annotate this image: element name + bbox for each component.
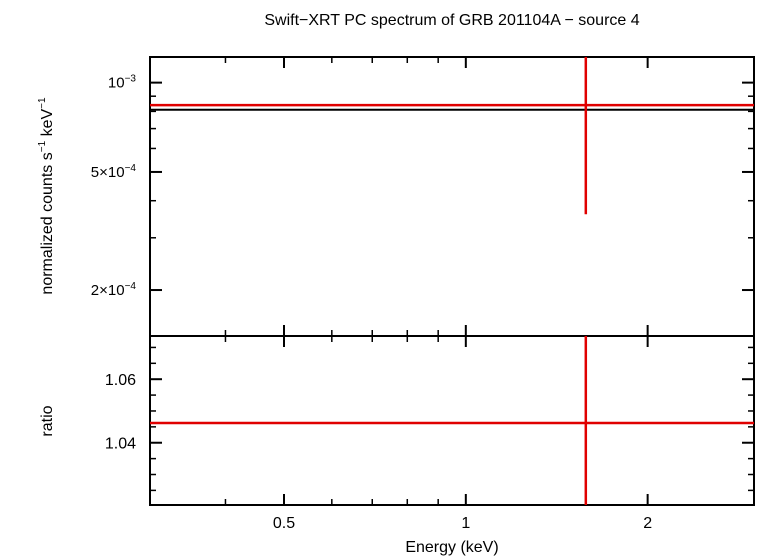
top-panel: 10−35×10−42×10−4 (91, 56, 755, 337)
bottom-y-tick-label-0: 1.04 (105, 436, 136, 453)
x-tick-label-1: 1 (461, 515, 470, 532)
top-y-tick-label-1: 5×10−4 (91, 163, 137, 181)
x-axis-label: Energy (keV) (405, 539, 498, 556)
bottom-plot-frame (149, 335, 755, 506)
top-ylabel-main: normalized counts s (39, 152, 56, 294)
chart-title: Swift−XRT PC spectrum of GRB 201104A − s… (264, 12, 639, 29)
top-y-tick-base: 5×10 (91, 164, 125, 181)
top-y-tick-base: 2×10 (91, 282, 125, 299)
x-tick-label-0: 0.5 (273, 515, 295, 532)
bottom-y-tick-label-1: 1.06 (105, 372, 136, 389)
top-y-tick-exp: −3 (125, 74, 137, 85)
top-ylabel-sup1: −1 (37, 140, 48, 152)
x-tick-label-2: 2 (643, 515, 652, 532)
top-plot-frame (149, 56, 755, 337)
bottom-panel: 0.5 1 2 1.04 1.06 (105, 335, 755, 532)
top-y-tick-label-2: 2×10−4 (91, 281, 137, 299)
top-y-tick-base: 10 (108, 75, 125, 92)
top-y-tick-label-0: 10−3 (108, 74, 137, 92)
bottom-ylabel: ratio (39, 405, 56, 436)
top-y-tick-exp: −4 (125, 281, 137, 292)
top-ylabel-mid: keV (39, 109, 56, 141)
top-ylabel: normalized counts s−1 keV−1 (37, 97, 56, 295)
top-ylabel-sup2: −1 (37, 97, 48, 109)
top-y-tick-exp: −4 (125, 163, 137, 174)
